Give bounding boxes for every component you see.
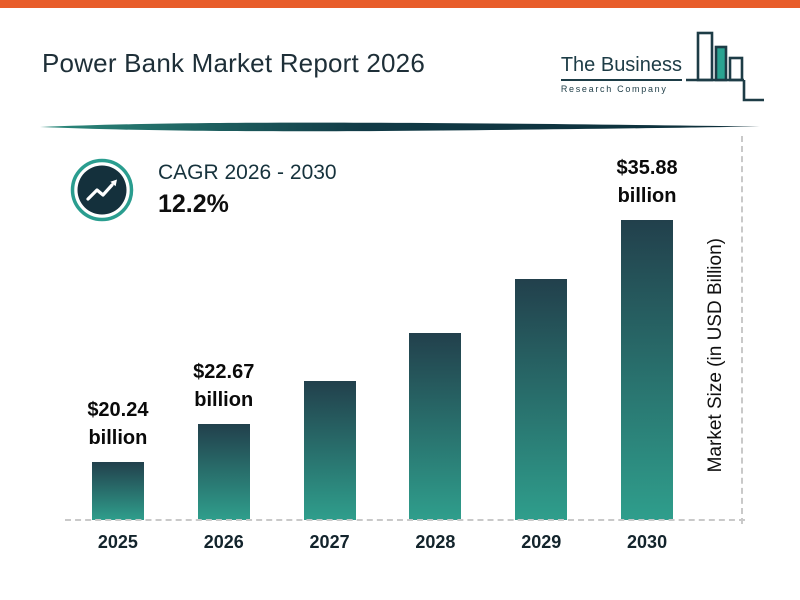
bar-2026 (197, 424, 250, 520)
logo-line2: Research Company (560, 84, 668, 94)
x-tick-label: 2027 (309, 532, 350, 552)
cagr-value: 12.2% (158, 190, 229, 218)
x-tick-label: 2029 (521, 532, 562, 552)
page-title: Power Bank Market Report 2026 (42, 48, 425, 78)
x-tick-label: 2025 (97, 532, 138, 552)
x-axis-line (65, 519, 745, 521)
cagr-badge: CAGR 2026 - 2030 12.2% (70, 158, 337, 222)
x-tick-label: 2028 (415, 532, 456, 552)
bar-value-label: $35.88 billion (616, 157, 678, 207)
divider-lens (40, 122, 760, 132)
bar-2028 (409, 333, 462, 520)
trend-up-arrow-icon (70, 158, 134, 222)
bar-plot: $20.24 billion 2025 $22.67 billion 2026 2027 20… (65, 157, 700, 552)
y-axis-label: Market Size (in USD Billion) (705, 237, 726, 473)
bar-slot: 2028 (382, 190, 488, 552)
logo-text: The Business Research Company (560, 54, 682, 94)
bar-slot: $22.67 billion 2026 (171, 190, 277, 552)
bar-2025 (91, 462, 144, 520)
bar-slot: 2029 (488, 190, 594, 552)
bar-slot: 2027 (277, 190, 383, 552)
x-tick-label: 2030 (627, 532, 668, 552)
bar-2030 (621, 220, 674, 520)
top-accent-strip (0, 0, 800, 8)
company-logo: The Business Research Company (560, 30, 764, 102)
x-tick-label: 2026 (203, 532, 244, 552)
bar-value-label: $22.67 billion (193, 361, 255, 411)
cagr-label: CAGR 2026 - 2030 (158, 161, 337, 184)
y-axis-label-wrap: Market Size (in USD Billion) (698, 190, 734, 520)
bar-slot: $20.24 billion 2025 (65, 190, 171, 552)
bar-value-label: $20.24 billion (87, 399, 149, 449)
bar-2027 (303, 381, 356, 520)
bar-slot: $35.88 billion 2030 (594, 157, 700, 552)
right-dashed-line (741, 136, 743, 524)
bar-2029 (515, 279, 568, 520)
logo-line1: The Business (560, 54, 682, 81)
logo-barchart-icon (686, 31, 764, 102)
cagr-text: CAGR 2026 - 2030 12.2% (158, 161, 337, 219)
